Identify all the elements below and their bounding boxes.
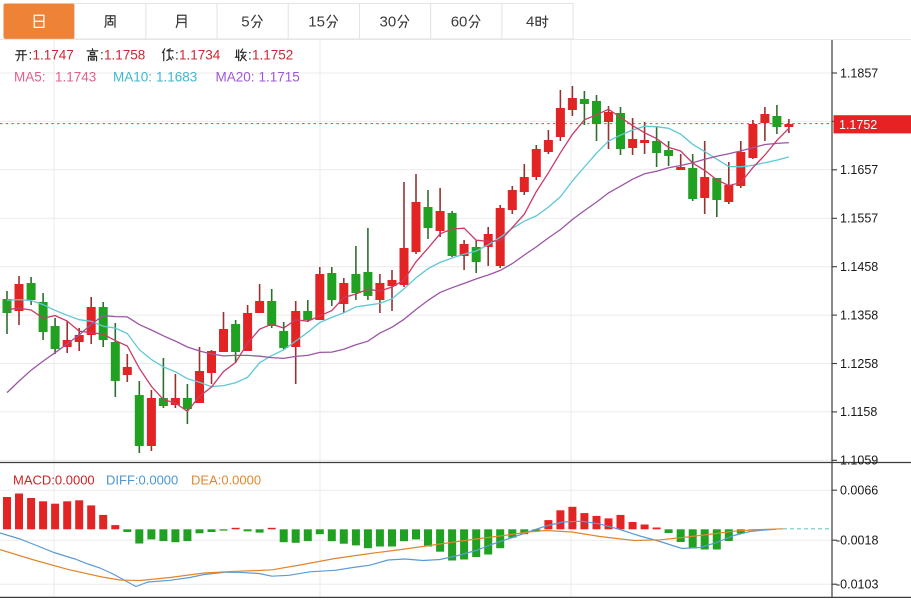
svg-text:30: 30 <box>380 14 397 31</box>
svg-text:1.1683: 1.1683 <box>156 70 197 85</box>
svg-text:1.1258: 1.1258 <box>840 357 878 371</box>
svg-text:-0.0103: -0.0103 <box>836 578 878 592</box>
svg-text:1.1758: 1.1758 <box>104 48 145 63</box>
svg-text:15: 15 <box>308 14 325 31</box>
svg-text:1.1747: 1.1747 <box>33 48 74 63</box>
svg-text:4: 4 <box>526 14 534 31</box>
svg-text:1.1715: 1.1715 <box>259 70 300 85</box>
svg-text:DIFF:0.0000: DIFF:0.0000 <box>106 473 178 488</box>
svg-text:60: 60 <box>451 14 468 31</box>
svg-text:1.1458: 1.1458 <box>840 260 878 274</box>
svg-text:1.1557: 1.1557 <box>840 212 878 226</box>
svg-text::: : <box>29 48 33 63</box>
svg-text::: : <box>100 48 104 63</box>
svg-text:MA5:: MA5: <box>14 70 46 85</box>
svg-text:5: 5 <box>241 14 249 31</box>
svg-text:1.1752: 1.1752 <box>839 118 877 132</box>
svg-text:0.0066: 0.0066 <box>840 484 878 498</box>
svg-text:1.1752: 1.1752 <box>252 48 293 63</box>
svg-text:1.1158: 1.1158 <box>840 405 877 419</box>
svg-text:1.1657: 1.1657 <box>840 163 878 177</box>
svg-text:1.1857: 1.1857 <box>840 66 878 80</box>
svg-text:MA10:: MA10: <box>113 70 152 85</box>
svg-text:1.1743: 1.1743 <box>55 70 96 85</box>
svg-text:MA20:: MA20: <box>216 70 255 85</box>
svg-text:-0.0018: -0.0018 <box>836 534 878 548</box>
svg-text:DEA:0.0000: DEA:0.0000 <box>191 473 261 488</box>
svg-text:1.1358: 1.1358 <box>840 308 878 322</box>
svg-text::: : <box>248 48 252 63</box>
svg-text::: : <box>175 48 179 63</box>
svg-text:MACD:0.0000: MACD:0.0000 <box>13 473 95 488</box>
svg-text:1.1059: 1.1059 <box>840 454 878 468</box>
svg-text:1.1734: 1.1734 <box>179 48 221 63</box>
